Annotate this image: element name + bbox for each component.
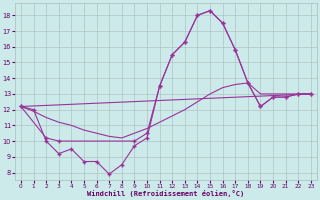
X-axis label: Windchill (Refroidissement éolien,°C): Windchill (Refroidissement éolien,°C) [87, 190, 244, 197]
